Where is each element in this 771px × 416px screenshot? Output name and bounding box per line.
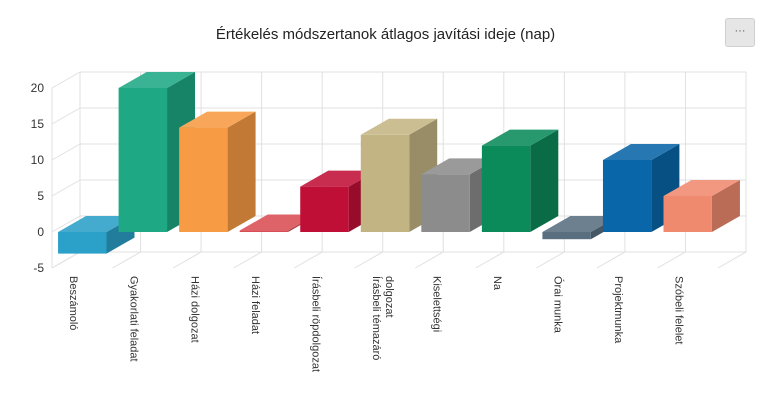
chart-menu-button[interactable]: ···	[725, 18, 755, 47]
x-tick-label: Írásbeli röpdolgozat	[309, 276, 322, 372]
x-tick-label: Beszámoló	[67, 276, 79, 330]
gridline-floor	[354, 251, 383, 269]
bar-8	[542, 232, 591, 240]
y-tick-label: 0	[37, 225, 44, 239]
y-tick-label: 20	[31, 81, 45, 95]
x-tick-label: Órai munka	[552, 276, 565, 334]
bar-top-2	[179, 111, 256, 128]
bar-top-7	[481, 129, 559, 146]
gridline-floor	[293, 251, 323, 269]
gridline-side	[51, 179, 81, 197]
x-tick-label: Projektmunka	[612, 276, 624, 344]
bar-top-1	[118, 72, 196, 88]
gridline-side	[51, 215, 81, 233]
gridline-floor	[717, 251, 747, 269]
gridline-floor	[596, 251, 626, 269]
bar-side-10	[711, 180, 740, 232]
bar-0	[58, 232, 107, 254]
bar-top-8	[542, 216, 619, 232]
gridline-side	[51, 107, 81, 125]
gridline-floor	[415, 251, 444, 269]
x-tick-label: dolgozat	[383, 276, 395, 318]
chart-title: Értékelés módszertanok átlagos javítási …	[215, 26, 556, 43]
x-tick-label: Gyakorlati feladat	[128, 276, 140, 362]
bar-9	[602, 160, 652, 232]
x-tick-label: Kiselettségi	[430, 276, 442, 332]
x-tick-label: Írásbeli témazáró	[370, 276, 383, 360]
bar-side-7	[530, 129, 559, 232]
bar-7	[481, 145, 531, 232]
bar-5	[360, 134, 410, 232]
gridline-floor	[112, 251, 141, 269]
bar-top-4	[300, 170, 377, 187]
bar-top-10	[663, 180, 740, 196]
gridline-floor	[657, 251, 686, 269]
bar-side-2	[227, 111, 256, 232]
ellipsis-icon: ···	[734, 25, 746, 37]
gridline-floor	[233, 251, 262, 269]
y-tick-label: 5	[37, 189, 44, 203]
bar-3	[239, 230, 289, 232]
gridline-floor	[536, 251, 565, 269]
y-tick-label: 15	[31, 117, 45, 131]
y-tick-label: -5	[33, 261, 44, 275]
x-tick-label: Házi dolgozat	[188, 276, 200, 343]
bar-2	[179, 127, 228, 232]
y-tick-label: 10	[31, 153, 45, 167]
bar-1	[118, 88, 168, 232]
gridline-side	[51, 71, 81, 89]
x-tick-label: Házi feladat	[249, 276, 261, 334]
bar-top-5	[360, 118, 438, 135]
bar-6	[421, 174, 470, 232]
bar-4	[300, 186, 349, 232]
gridline-side	[51, 143, 81, 161]
gridline-floor	[172, 251, 202, 269]
bar-top-6	[421, 158, 498, 175]
bar-top-9	[602, 144, 680, 160]
bar-10	[663, 196, 712, 232]
bar-top-0	[58, 216, 135, 232]
gridline-floor	[51, 251, 81, 269]
gridline-floor	[475, 251, 505, 269]
x-tick-label: Szóbeli felelet	[673, 276, 685, 345]
bar-top-3	[239, 214, 317, 231]
x-tick-label: Na	[491, 276, 503, 291]
